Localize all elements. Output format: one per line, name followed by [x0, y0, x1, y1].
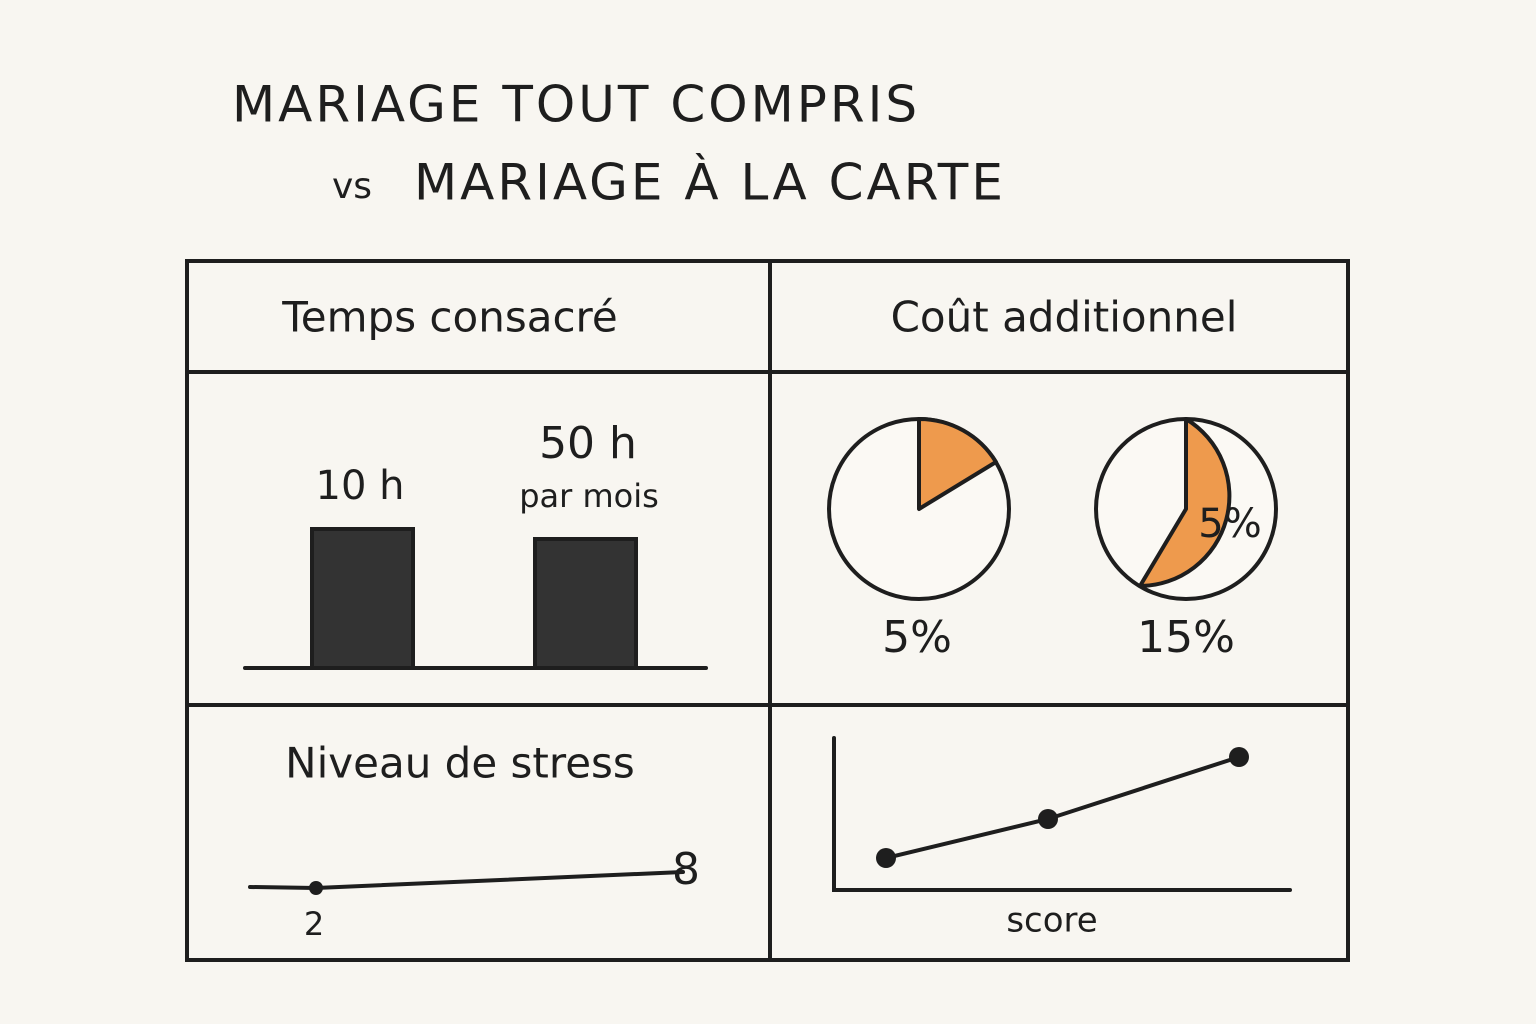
pie-label: 5%	[882, 612, 952, 663]
bar	[533, 537, 638, 670]
stress-label: 2	[304, 905, 324, 943]
bar-label: 10 h	[316, 463, 405, 509]
point	[876, 848, 896, 868]
pie-label: 15%	[1137, 612, 1235, 663]
point	[1038, 809, 1058, 829]
bar	[310, 527, 415, 670]
axis-label: score	[1006, 901, 1097, 941]
panel-heading: Coût additionnel	[891, 293, 1238, 342]
score-line	[884, 755, 1241, 860]
bar-label: 50 h	[539, 418, 637, 469]
bar-sublabel: par mois	[519, 477, 659, 515]
point	[309, 881, 323, 895]
title-line2: MARIAGE À LA CARTE	[414, 153, 1006, 212]
point	[1229, 747, 1249, 767]
panel-heading: Temps consacré	[281, 293, 617, 342]
panel-heading: Niveau de stress	[285, 739, 635, 788]
slice-label: 5%	[1198, 501, 1261, 547]
pie-slice	[1138, 417, 1232, 588]
title-line1: MARIAGE TOUT COMPRIS	[232, 76, 920, 134]
table-frame	[185, 259, 1350, 962]
pie-slice	[917, 416, 998, 511]
axes	[832, 736, 1292, 892]
title-prefix: vs	[332, 166, 372, 207]
stress-label: 8	[672, 844, 700, 895]
